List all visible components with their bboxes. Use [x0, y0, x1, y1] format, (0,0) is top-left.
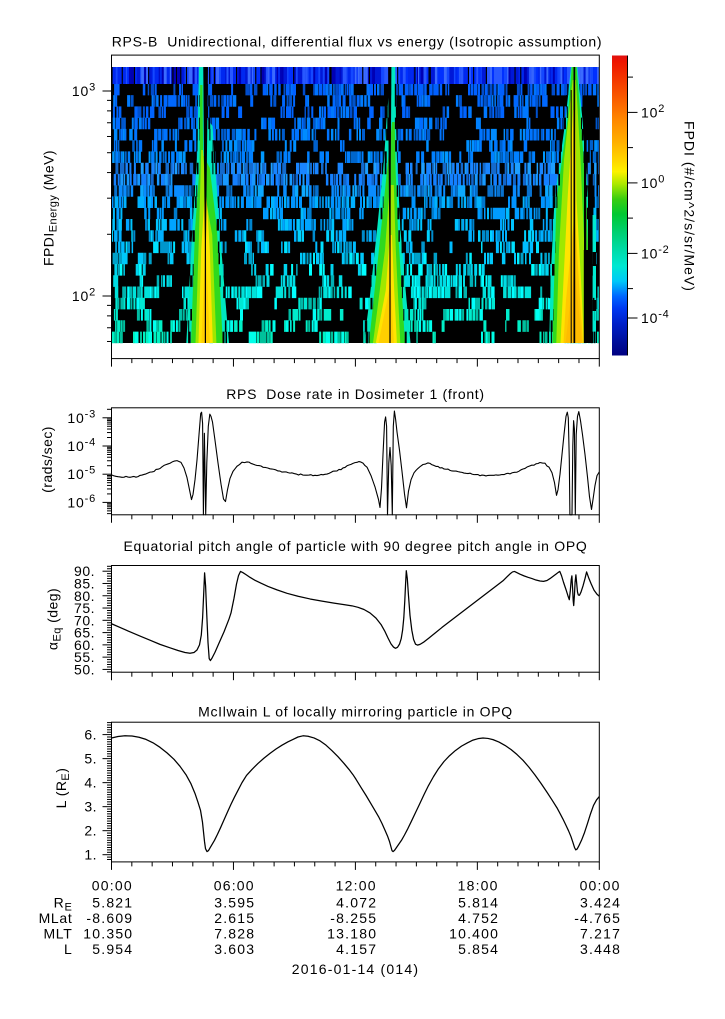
svg-text:2.615: 2.615	[214, 910, 255, 926]
svg-text:2016-01-14 (014): 2016-01-14 (014)	[292, 961, 419, 977]
svg-text:RPS Dose rate in Dosimeter 1: RPS Dose rate in Dosimeter 1 (front)	[226, 386, 485, 402]
svg-text:-8.609: -8.609	[86, 910, 133, 926]
svg-text:65.: 65.	[74, 625, 95, 641]
svg-text:7.828: 7.828	[214, 926, 255, 942]
svg-text:06:00: 06:00	[214, 878, 255, 894]
svg-text:5.954: 5.954	[92, 941, 133, 957]
svg-text:10.400: 10.400	[449, 926, 499, 942]
svg-text:-4.765: -4.765	[574, 910, 621, 926]
svg-text:3.595: 3.595	[214, 895, 255, 911]
svg-text:90.: 90.	[74, 563, 95, 579]
svg-text:50.: 50.	[74, 661, 95, 677]
svg-text:2.: 2.	[84, 823, 97, 839]
svg-text:75.: 75.	[74, 600, 95, 616]
svg-text:13.180: 13.180	[327, 926, 377, 942]
svg-text:RPS-B Unidirectional, differe: RPS-B Unidirectional, differential flux …	[112, 34, 602, 50]
svg-text:MLat: MLat	[39, 910, 73, 926]
svg-text:1.: 1.	[84, 847, 97, 863]
svg-text:4.752: 4.752	[458, 910, 499, 926]
svg-text:80.: 80.	[74, 588, 95, 604]
svg-text:5.821: 5.821	[92, 895, 133, 911]
svg-text:4.157: 4.157	[336, 941, 377, 957]
svg-text:60.: 60.	[74, 637, 95, 653]
svg-text:McIlwain L of locally mirrorin: McIlwain L of locally mirroring particle…	[198, 704, 513, 720]
svg-text:6.: 6.	[84, 727, 97, 743]
svg-text:3.448: 3.448	[580, 941, 621, 957]
svg-text:FPDIEnergy (MeV): FPDIEnergy (MeV)	[41, 150, 60, 266]
svg-text:L: L	[64, 941, 73, 957]
svg-text:(rads/sec): (rads/sec)	[39, 426, 55, 493]
svg-text:5.814: 5.814	[458, 895, 499, 911]
svg-text:55.: 55.	[74, 649, 95, 665]
svg-text:00:00: 00:00	[92, 878, 133, 894]
svg-text:4.: 4.	[84, 775, 97, 791]
svg-text:5.854: 5.854	[458, 941, 499, 957]
svg-text:-8.255: -8.255	[330, 910, 377, 926]
svg-text:3.424: 3.424	[580, 895, 621, 911]
svg-text:3.: 3.	[84, 799, 97, 815]
svg-text:MLT: MLT	[43, 926, 72, 942]
svg-text:00:00: 00:00	[580, 878, 621, 894]
svg-text:18:00: 18:00	[458, 878, 499, 894]
svg-text:4.072: 4.072	[336, 895, 377, 911]
svg-text:12:00: 12:00	[336, 878, 377, 894]
svg-text:5.: 5.	[84, 751, 97, 767]
svg-text:70.: 70.	[74, 612, 95, 628]
svg-text:7.217: 7.217	[580, 926, 621, 942]
svg-text:3.603: 3.603	[214, 941, 255, 957]
svg-text:FPDI (#/cm^2/s/sr/MeV): FPDI (#/cm^2/s/sr/MeV)	[682, 121, 698, 292]
svg-text:10.350: 10.350	[83, 926, 133, 942]
svg-text:85.: 85.	[74, 575, 95, 591]
svg-text:Equatorial pitch angle of part: Equatorial pitch angle of particle with …	[124, 538, 588, 554]
